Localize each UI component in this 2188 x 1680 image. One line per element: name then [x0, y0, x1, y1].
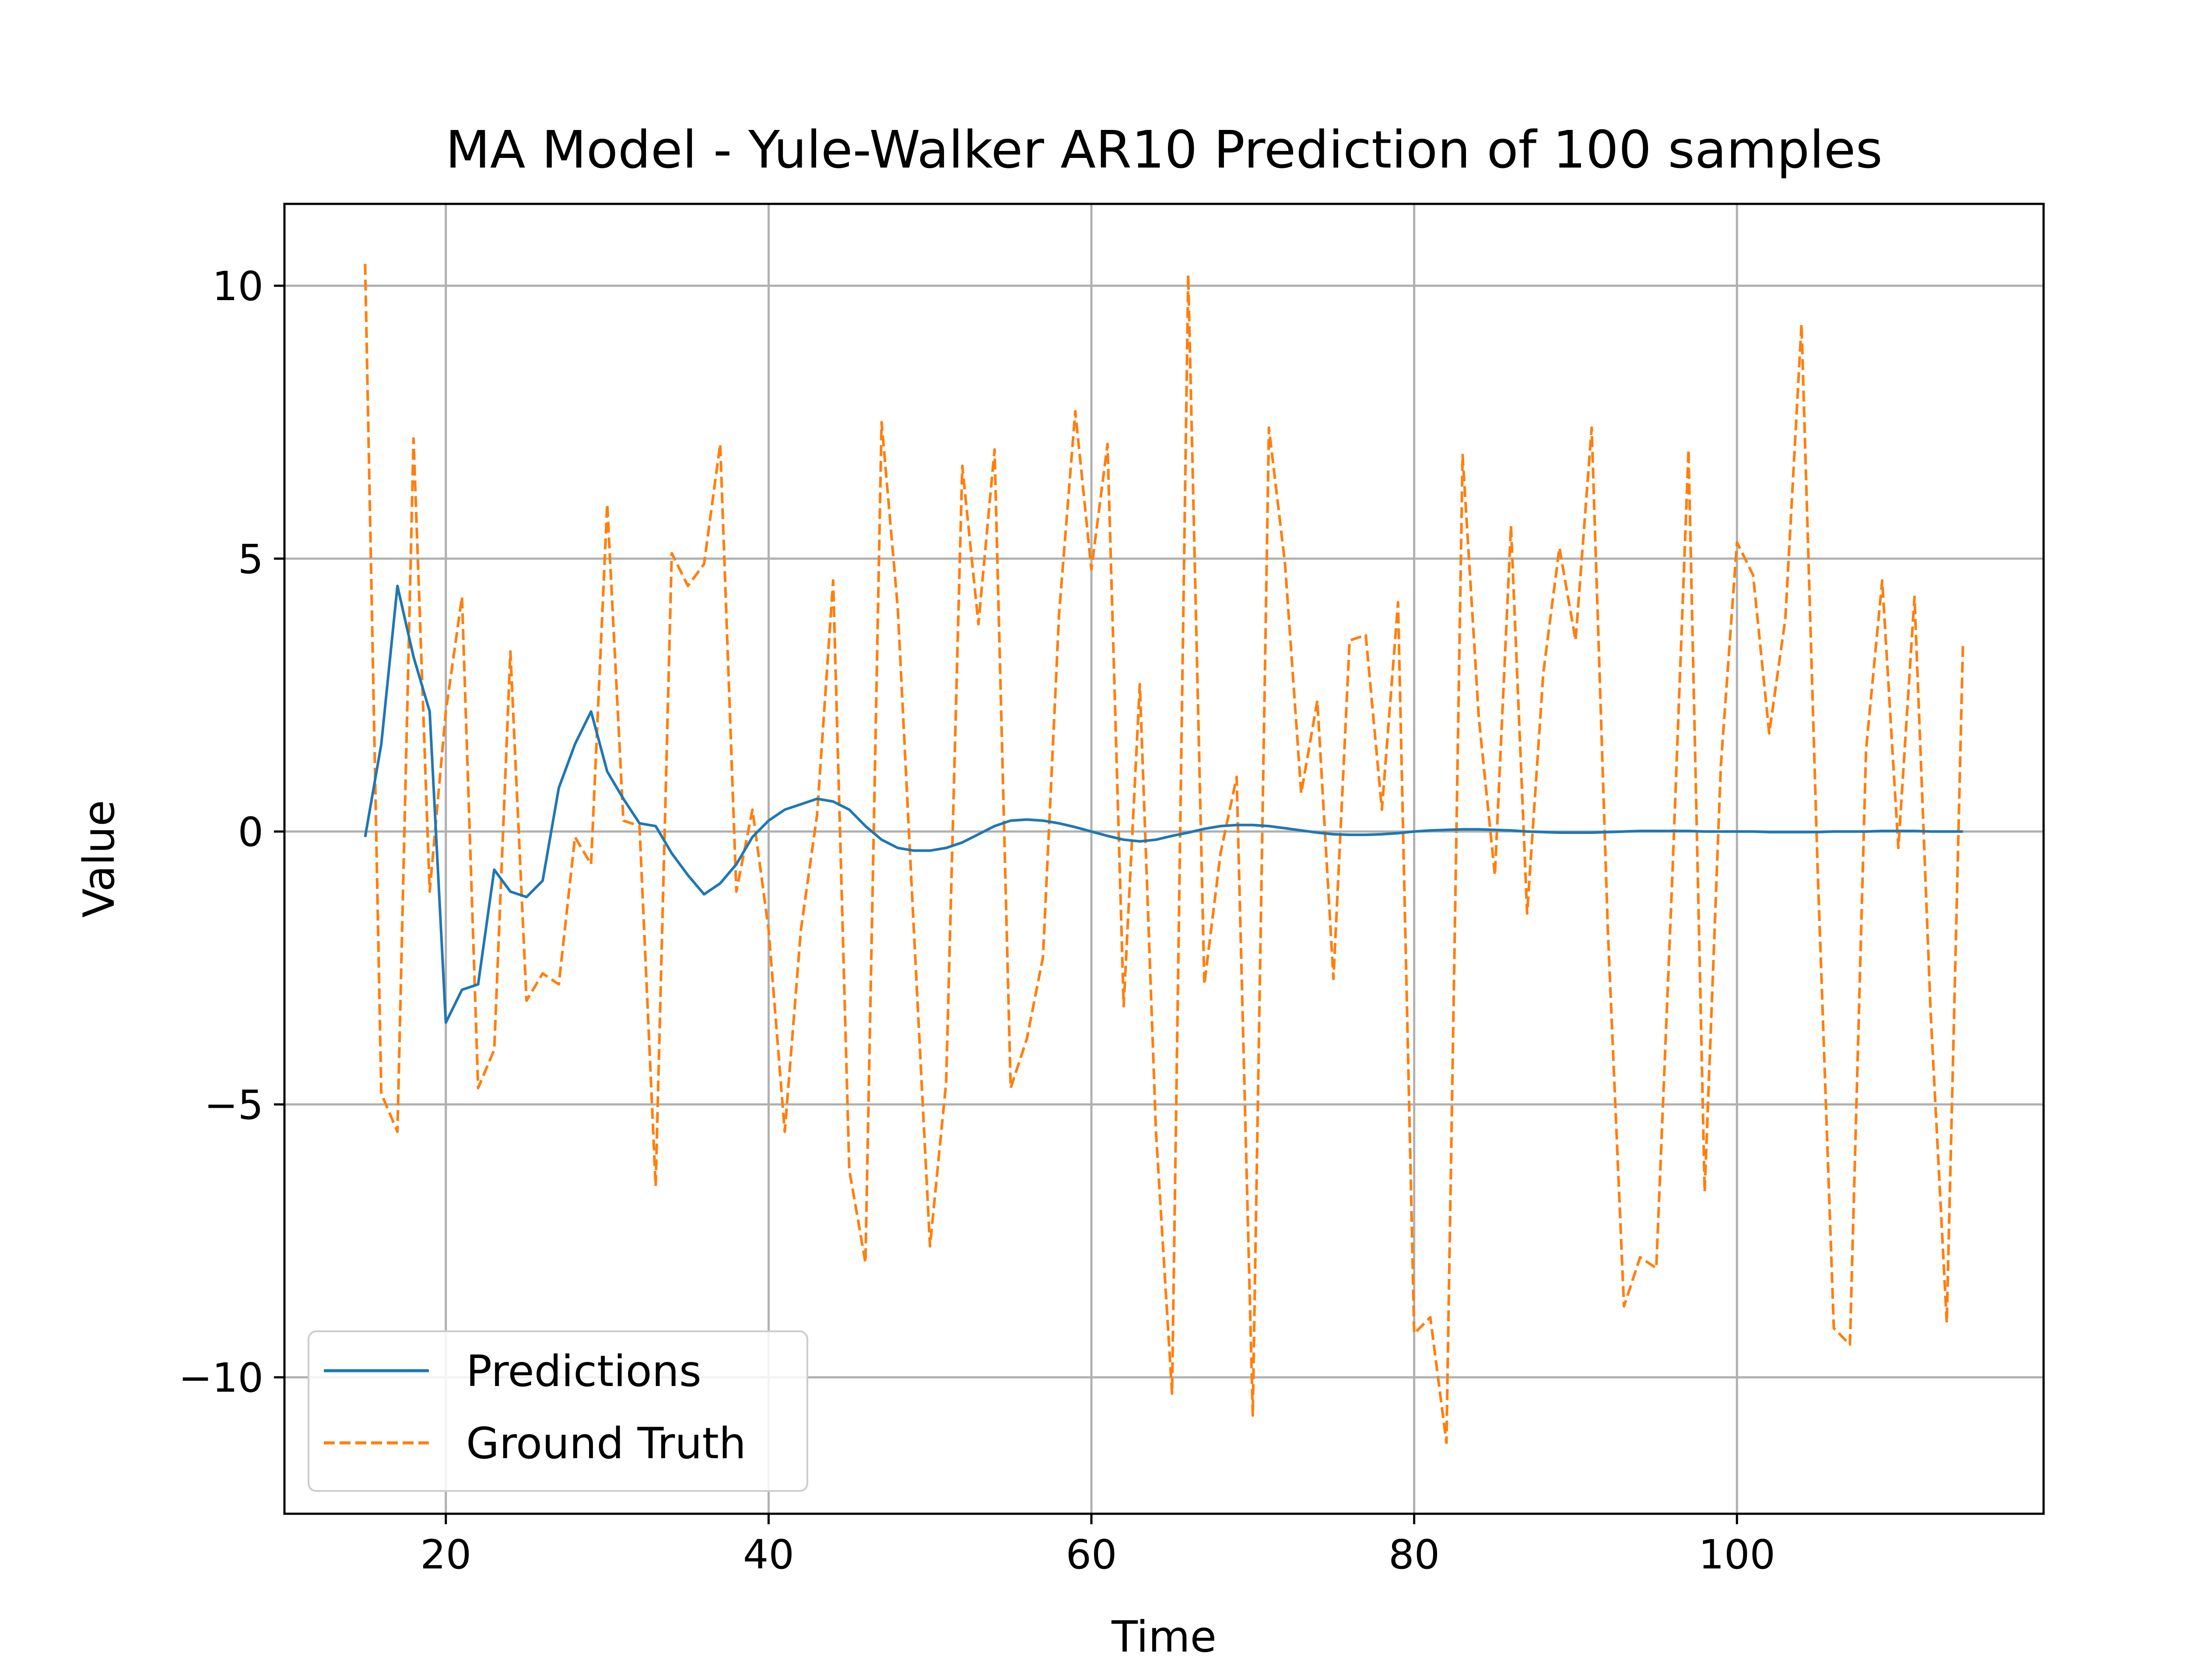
x-tick-label: 100: [1698, 1531, 1775, 1578]
y-axis-label: Value: [74, 800, 124, 917]
legend: Predictions Ground Truth: [308, 1330, 808, 1492]
x-tick-label: 20: [420, 1531, 471, 1578]
series-line-ground-truth: [364, 264, 1964, 1444]
y-tick-label: −10: [179, 1354, 263, 1401]
legend-label-predictions: Predictions: [466, 1347, 701, 1396]
x-tick-label: 60: [1066, 1531, 1117, 1578]
y-tick-label: −5: [204, 1082, 263, 1128]
y-tick-label: 0: [238, 809, 263, 856]
series-layer: [364, 264, 1964, 1444]
x-tick-label: 80: [1389, 1531, 1440, 1578]
legend-box: [308, 1330, 808, 1492]
y-axis: 10 5 0 −5 −10: [179, 263, 284, 1401]
chart-title: MA Model - Yule-Walker AR10 Prediction o…: [445, 119, 1883, 180]
y-tick-label: 5: [238, 536, 263, 583]
x-axis-label: Time: [1111, 1612, 1217, 1662]
legend-label-ground-truth: Ground Truth: [466, 1419, 746, 1469]
x-axis: 20 40 60 80 100: [420, 1514, 1775, 1578]
x-tick-label: 40: [743, 1531, 794, 1578]
y-tick-label: 10: [212, 263, 263, 310]
gridlines: [284, 204, 2044, 1514]
plot-frame: [283, 203, 2045, 1515]
series-line-predictions: [364, 584, 1963, 1024]
